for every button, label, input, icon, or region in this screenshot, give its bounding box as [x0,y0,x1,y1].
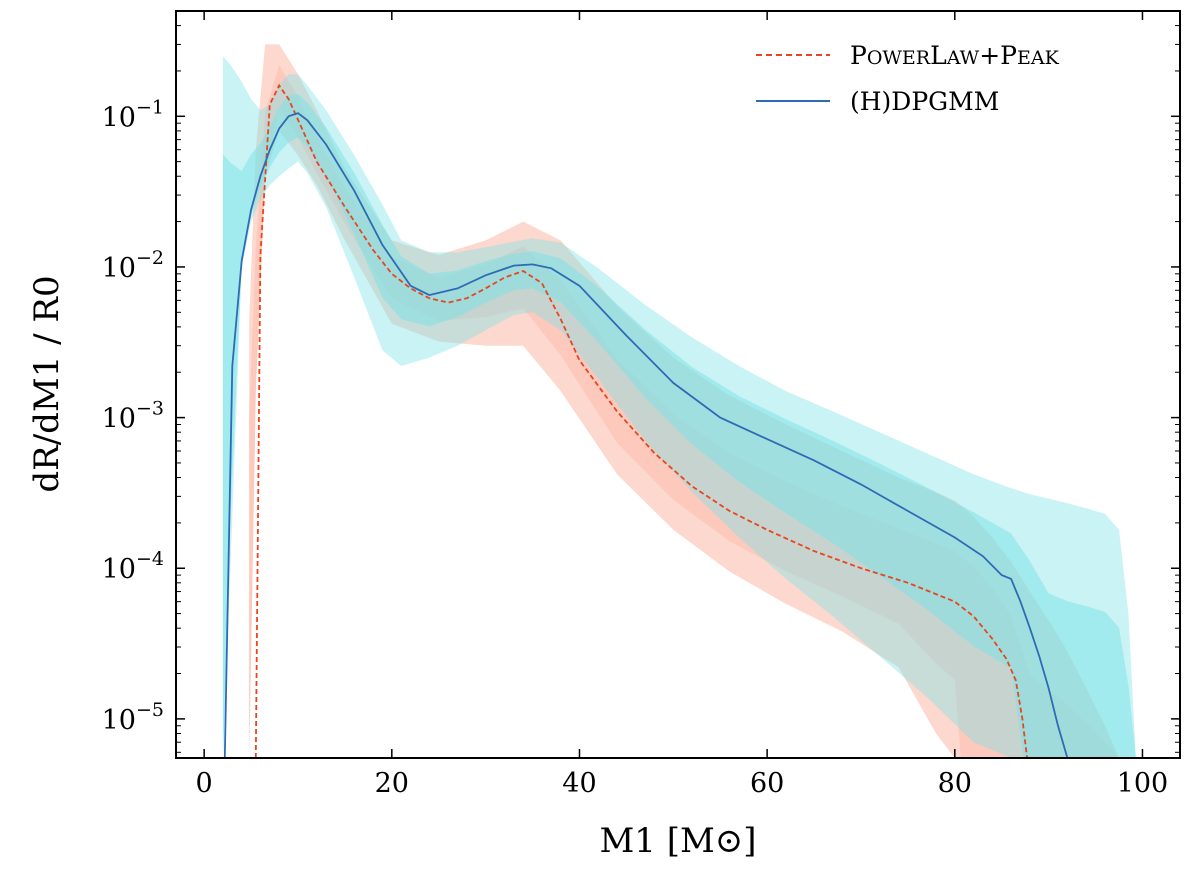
y-tick-label: 10−3 [102,398,164,435]
x-tick-labels: 0 20 40 60 80 100 [196,768,1169,799]
legend-label-part: AW [946,47,980,69]
y-tick-label-base: 10 [102,554,136,585]
y-tick-label-base: 10 [102,404,136,435]
legend-label-part: OWER [867,47,931,69]
legend-label-part: (H)DPGMM [850,87,999,116]
legend-label-part: P [850,41,867,70]
powerlaw-peak-median-line [254,83,1028,758]
y-tick-label-exponent: −2 [136,247,164,269]
y-tick-label: 10−1 [102,96,164,133]
plot-frame [175,10,1181,759]
x-tick-label: 20 [375,768,409,799]
y-tick-label-exponent: −4 [136,548,164,570]
y-tick-label: 10−5 [102,699,164,736]
legend: POWERLAW+PEAK (H)DPGMM [756,41,1060,116]
y-tick-label: 10−2 [102,247,164,284]
legend-label: POWERLAW+PEAK [850,41,1060,70]
x-tick-label: 0 [196,768,213,799]
legend-label-part: +P [979,41,1017,70]
median-lines [223,83,1069,758]
x-axis-label-text: M1 [M⊙] [599,821,756,861]
x-axis-label: M1 [M⊙] [599,821,756,861]
legend-label-part: EAK [1017,47,1060,69]
y-axis-label: dR/dM1 / R0 [27,275,67,492]
y-tick-label-base: 10 [102,705,136,736]
y-tick-label-base: 10 [102,253,136,284]
x-tick-label: 80 [938,768,972,799]
y-tick-labels: 10−510−410−310−210−1 [102,96,164,736]
y-tick-label-exponent: −5 [136,699,164,721]
legend-label: (H)DPGMM [850,87,999,116]
y-axis-label-text: dR/dM1 / R0 [27,275,67,492]
y-tick-label: 10−4 [102,548,164,585]
y-tick-label-exponent: −3 [136,398,164,420]
plot-area [222,44,1136,758]
x-tick-label: 40 [562,768,596,799]
legend-label-part: L [930,41,947,70]
hdpgmm-median-line [223,112,1069,758]
x-tick-label: 60 [750,768,784,799]
y-tick-label-exponent: −1 [136,96,164,118]
hdpgmm-band-50 [222,93,1136,758]
y-tick-label-base: 10 [102,102,136,133]
x-tick-label: 100 [1117,768,1169,799]
axis-ticks [176,10,1180,758]
